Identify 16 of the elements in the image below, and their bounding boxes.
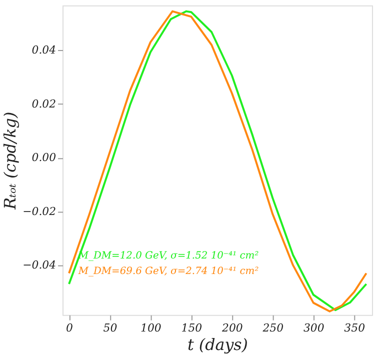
y-tick-label: 0.02 <box>32 97 56 110</box>
series-label: M_DM=69.6 GeV, σ=2.74 10⁻⁴¹ cm² <box>77 266 259 278</box>
y-tick-label: −0.02 <box>22 204 56 218</box>
x-tick-label: 250 <box>262 321 284 334</box>
x-tick-label: 300 <box>303 321 324 334</box>
x-tick-label: 50 <box>103 321 118 334</box>
x-tick-label: 0 <box>66 321 74 334</box>
x-tick-label: 150 <box>181 321 202 334</box>
x-tick-label: 350 <box>344 321 366 334</box>
y-tick-label: 0.00 <box>32 151 56 164</box>
y-tick-label: −0.04 <box>22 258 56 272</box>
x-tick-label: 200 <box>221 321 243 334</box>
x-tick-label: 100 <box>140 321 162 334</box>
x-axis-title: t (days) <box>188 335 248 354</box>
y-tick-label: 0.04 <box>32 44 56 57</box>
y-axis-title: Rₜₒₜ (cpd/kg) <box>0 112 20 210</box>
